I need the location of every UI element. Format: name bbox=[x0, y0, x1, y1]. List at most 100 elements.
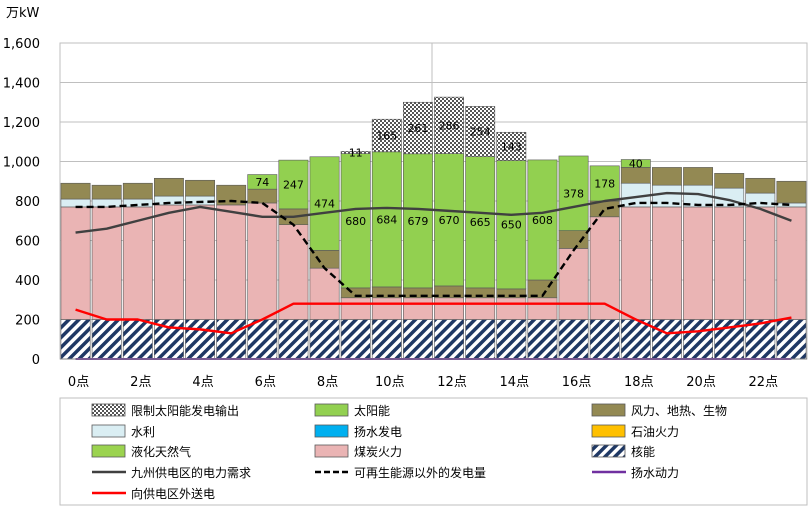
legend-swatch-lng bbox=[91, 444, 126, 458]
bar-nuclear bbox=[60, 319, 91, 360]
bar-nuclear bbox=[309, 319, 340, 360]
legend-label-coal: 煤炭火力 bbox=[354, 445, 402, 459]
y-tick-label: 1,400 bbox=[3, 77, 40, 92]
bar-coal bbox=[371, 297, 402, 320]
bar-solar_curtail bbox=[403, 101, 433, 155]
bar-wind_geo_bio bbox=[185, 179, 215, 197]
bar-solar bbox=[434, 153, 464, 287]
bar-wind_geo_bio bbox=[122, 182, 153, 200]
bar-hydro bbox=[122, 198, 153, 208]
line-transmission bbox=[75, 302, 792, 335]
line-demand bbox=[75, 191, 792, 234]
bar-coal bbox=[745, 206, 776, 320]
bar-solar bbox=[589, 165, 620, 202]
legend-swatch-pumped_gen bbox=[314, 424, 349, 438]
bar-coal bbox=[527, 297, 558, 320]
legend-item-pumping: 扬水动力 bbox=[592, 465, 679, 480]
x-tick-label: 22点 bbox=[749, 375, 779, 390]
x-tick-label: 12点 bbox=[437, 375, 467, 390]
data-label-solar: 474 bbox=[314, 198, 335, 211]
data-label-solar_curtail: 11 bbox=[349, 147, 363, 160]
data-label-solar: 650 bbox=[501, 219, 522, 232]
bar-solar_curtail bbox=[340, 151, 371, 154]
legend-swatch-solar bbox=[314, 403, 349, 417]
bar-wind_geo_bio bbox=[371, 286, 402, 299]
bar-solar_curtail bbox=[434, 96, 464, 154]
data-label-solar: 178 bbox=[594, 177, 615, 190]
bar-solar bbox=[558, 155, 589, 231]
x-tick-label: 0点 bbox=[68, 375, 89, 390]
legend-swatch-oil bbox=[591, 424, 626, 438]
legend-label-oil: 石油火力 bbox=[631, 425, 679, 439]
bar-nuclear bbox=[278, 319, 309, 360]
legend-item-demand: 九州供电区的电力需求 bbox=[92, 465, 251, 480]
bar-solar bbox=[278, 159, 309, 210]
data-label-solar_curtail: 286 bbox=[439, 119, 460, 132]
bar-coal bbox=[683, 206, 713, 320]
legend-item-wind_geo_bio: 风力、地热、生物 bbox=[591, 403, 727, 418]
line-non_renewable bbox=[75, 199, 792, 297]
data-label-solar: 378 bbox=[563, 187, 584, 200]
bar-coal bbox=[247, 202, 278, 320]
bar-coal bbox=[216, 204, 247, 320]
x-tick-label: 2点 bbox=[130, 375, 151, 390]
bar-wind_geo_bio bbox=[309, 250, 340, 269]
legend-swatch-nuclear bbox=[591, 444, 626, 458]
bar-nuclear bbox=[745, 319, 776, 360]
bar-solar bbox=[309, 156, 340, 251]
bar-nuclear bbox=[371, 319, 402, 360]
legend-label-lng: 液化天然气 bbox=[131, 444, 191, 459]
bar-nuclear bbox=[403, 319, 433, 360]
legend-swatch-solar_curtail bbox=[91, 403, 126, 417]
legend-swatch-hydro bbox=[91, 424, 126, 438]
axes: 0 200 400 600 800 1,000 1,200 1,400 1,600 0点 2点 4点 6… bbox=[3, 37, 807, 390]
bar-wind_geo_bio bbox=[745, 177, 776, 194]
bar-nuclear bbox=[652, 319, 682, 360]
bar-nuclear bbox=[247, 319, 278, 360]
bar-coal bbox=[403, 297, 433, 320]
y-tick-label: 400 bbox=[15, 274, 40, 289]
legend-label-demand: 九州供电区的电力需求 bbox=[131, 465, 251, 480]
bar-nuclear bbox=[683, 319, 713, 360]
legend-label-nuclear: 核能 bbox=[631, 445, 655, 459]
bar-coal bbox=[652, 206, 682, 320]
x-tick-label: 14点 bbox=[500, 375, 530, 390]
bar-wind_geo_bio bbox=[683, 167, 713, 186]
legend-item-nuclear: 核能 bbox=[591, 444, 655, 459]
y-tick-label: 1,000 bbox=[3, 156, 40, 171]
legend-label-solar_curtail: 限制太阳能发电输出 bbox=[131, 403, 239, 418]
y-tick-label: 200 bbox=[15, 314, 40, 329]
bar-solar_curtail bbox=[371, 118, 402, 153]
bar-solar bbox=[403, 153, 433, 289]
bar-coal bbox=[496, 297, 527, 320]
bar-nuclear bbox=[122, 319, 153, 360]
bar-wind_geo_bio bbox=[558, 230, 589, 249]
bar-solar bbox=[371, 151, 402, 288]
bar-wind_geo_bio bbox=[216, 184, 247, 206]
bar-nuclear bbox=[340, 319, 371, 360]
data-label-solar_curtail: 254 bbox=[470, 125, 491, 138]
y-tick-label: 600 bbox=[15, 235, 40, 250]
legend-label-hydro: 水利 bbox=[131, 425, 155, 439]
bar-coal bbox=[185, 204, 215, 320]
bar-coal bbox=[776, 206, 807, 320]
legend-item-coal: 煤炭火力 bbox=[314, 444, 402, 459]
bar-wind_geo_bio bbox=[91, 184, 122, 200]
legend-item-lng: 液化天然气 bbox=[91, 444, 191, 459]
bar-wind_geo_bio bbox=[403, 287, 433, 299]
data-label-solar: 608 bbox=[532, 214, 553, 227]
legend-item-solar: 太阳能 bbox=[314, 403, 390, 418]
bar-wind_geo_bio bbox=[154, 177, 184, 197]
bar-hydro bbox=[91, 198, 122, 208]
data-label-solar: 665 bbox=[470, 216, 491, 229]
data-labels: 74 247 474 680 684 679 670 665 650 608 378 178 40 11 1… bbox=[255, 119, 643, 231]
bar-coal bbox=[620, 206, 651, 320]
x-tick-label: 6点 bbox=[255, 375, 276, 390]
bar-nuclear bbox=[496, 319, 527, 360]
legend-item-pumped_gen: 扬水发电 bbox=[314, 424, 402, 439]
bar-solar bbox=[527, 159, 558, 281]
bar-solar bbox=[496, 160, 527, 290]
bar-solar bbox=[620, 159, 651, 168]
bar-wind_geo_bio bbox=[247, 188, 278, 204]
